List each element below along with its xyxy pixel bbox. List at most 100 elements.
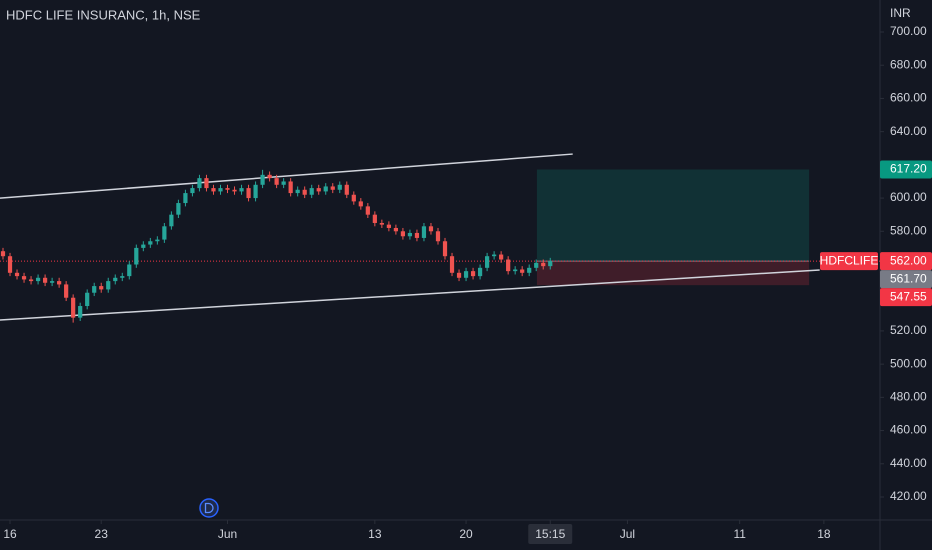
trend-line: [0, 269, 820, 321]
candle-body: [435, 231, 441, 242]
candle-body: [513, 269, 518, 272]
price-label: 562.00: [890, 253, 927, 267]
candle-body: [85, 292, 90, 307]
candle-body: [470, 271, 476, 277]
dividend-circle[interactable]: [199, 498, 219, 518]
candle-body: [372, 214, 377, 223]
candle-body: [183, 193, 188, 204]
candle-body: [225, 188, 230, 190]
candle-body: [99, 286, 104, 290]
candle-body: [520, 269, 525, 273]
candle-body: [113, 277, 118, 282]
x-tick-label: 11: [733, 527, 746, 541]
candle-body: [14, 272, 20, 277]
candle-body: [428, 226, 434, 232]
candle-body: [78, 306, 83, 318]
dividend-icon[interactable]: [199, 498, 219, 518]
symbol-tag-box: [820, 252, 878, 271]
candle-body: [64, 284, 69, 298]
candle-body: [302, 189, 307, 195]
price-label: 561.70: [890, 271, 927, 285]
candle-body: [204, 178, 209, 189]
candle-body: [169, 214, 174, 227]
y-tick-label: 660.00: [890, 91, 927, 105]
candle-body: [541, 262, 546, 267]
y-tick-label: 420.00: [890, 489, 927, 503]
candle-body: [253, 184, 258, 199]
price-label: 617.20: [890, 162, 927, 176]
candle-body: [190, 188, 195, 194]
y-tick-label: 640.00: [890, 124, 927, 138]
candle-body: [407, 232, 413, 237]
candle-body: [106, 281, 111, 290]
profit-zone: [536, 169, 810, 262]
candle-body: [379, 222, 384, 225]
x-tick-label: 13: [368, 527, 382, 541]
candle-body: [260, 174, 265, 185]
price-label-box: [880, 160, 932, 179]
candle-body: [35, 277, 41, 282]
candle-body: [351, 194, 356, 202]
trend-line: [0, 153, 573, 199]
candle-body: [477, 267, 483, 277]
candle-body: [499, 254, 504, 260]
candle-body: [484, 256, 490, 268]
candle-body: [323, 186, 328, 192]
candle-body: [442, 241, 448, 257]
y-tick-label: 700.00: [890, 24, 927, 38]
currency: INR: [890, 6, 911, 20]
candle-body: [71, 297, 76, 318]
x-tick-label: 16: [3, 527, 17, 541]
candle-body: [534, 262, 539, 268]
candle-body: [309, 188, 314, 195]
candle-body: [330, 186, 335, 190]
candle-body: [288, 181, 293, 194]
candle-body: [42, 277, 48, 283]
candle-body: [239, 188, 244, 192]
candle-body: [127, 264, 132, 277]
candle-body: [316, 188, 321, 192]
y-tick-label: 440.00: [890, 456, 927, 470]
candle-body: [246, 188, 251, 199]
candle-body: [57, 281, 62, 285]
candle-body: [344, 184, 349, 195]
dividend-letter: [204, 502, 214, 514]
candle-body: [548, 261, 553, 267]
y-tick-label: 520.00: [890, 323, 927, 337]
candle-body: [218, 188, 223, 192]
symbol-tag: HDFCLIFE: [820, 253, 879, 267]
candle-body: [28, 279, 34, 282]
price-label-box: [880, 288, 932, 307]
loss-zone: [536, 261, 810, 286]
candle-body: [155, 239, 160, 242]
candle-body: [456, 272, 462, 278]
price-label-box: [880, 270, 932, 289]
candle-body: [267, 174, 272, 179]
candle-body: [141, 244, 146, 248]
candle-body: [232, 189, 237, 192]
y-tick-label: 600.00: [890, 190, 927, 204]
candle-body: [211, 188, 216, 192]
price-label-box: [880, 252, 932, 271]
y-tick-label: 480.00: [890, 390, 927, 404]
candle-body: [337, 184, 342, 190]
candle-body: [197, 178, 202, 189]
y-tick-label: 680.00: [890, 57, 927, 71]
candle-body: [527, 267, 532, 273]
candle-body: [162, 226, 167, 240]
candle-body: [492, 254, 497, 257]
x-tick-label: 18: [817, 527, 831, 541]
candle-body: [421, 226, 427, 238]
chart-title: HDFC LIFE INSURANC, 1h, NSE: [6, 7, 201, 22]
crosshair-time-box: [528, 524, 573, 544]
price-label: 547.55: [890, 289, 927, 303]
candle-body: [463, 271, 469, 278]
y-tick-label: 580.00: [890, 223, 927, 237]
candle-body: [506, 259, 511, 272]
x-tick-label: Jun: [218, 527, 237, 541]
x-tick-label: 15:15: [535, 527, 565, 541]
candle-body: [414, 232, 420, 238]
candle-body: [50, 281, 55, 283]
candle-body: [449, 256, 455, 273]
